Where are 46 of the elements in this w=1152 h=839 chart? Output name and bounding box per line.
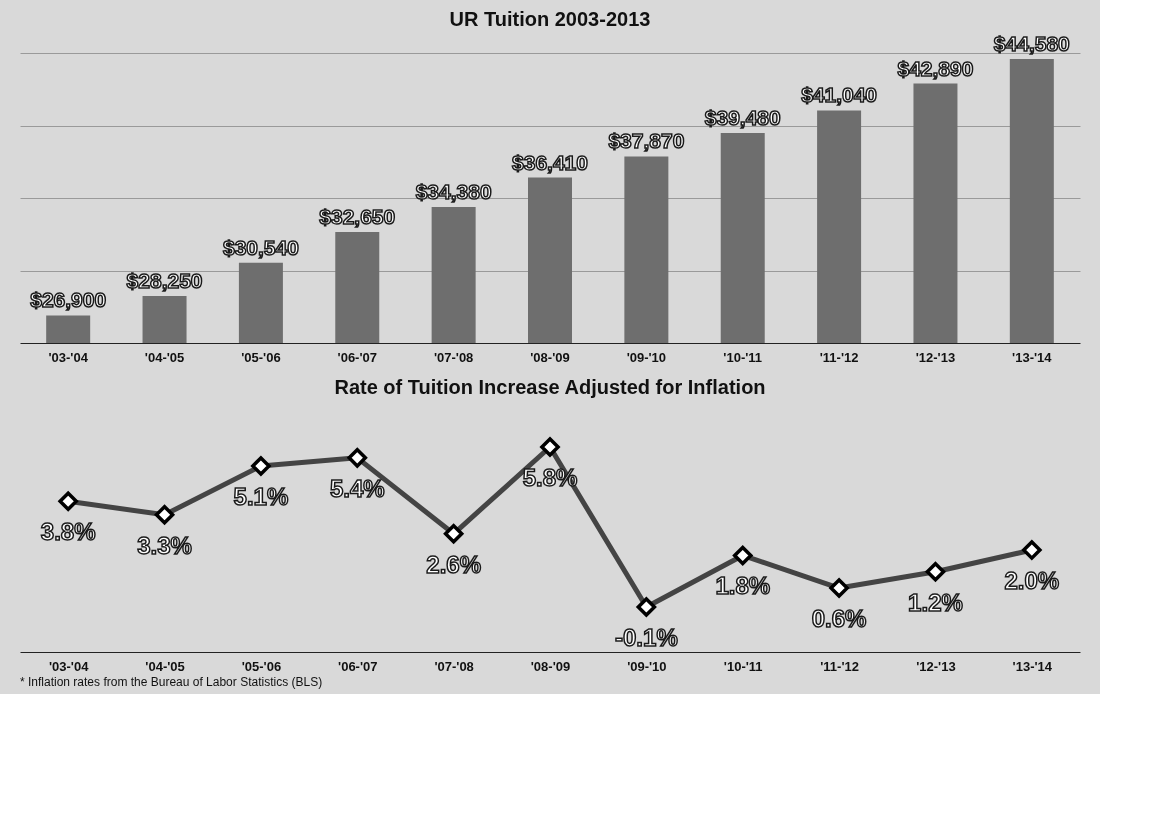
data-label: $26,900 [30, 288, 107, 312]
data-label: $36,410 [512, 150, 588, 174]
text: * Inflation rates from the Bureau of Labor Statistics (BLS) [20, 675, 323, 689]
data-label: 1.2% [908, 588, 963, 616]
x-tick-label: '04-'05 [145, 658, 185, 674]
data-label: 3.3% [137, 531, 192, 559]
x-tick-label: '05-'06 [241, 658, 282, 674]
x-tick-label: '09-'10 [627, 658, 667, 674]
data-label: $42,890 [897, 56, 974, 80]
x-tick-label: '10-'11 [723, 349, 763, 365]
x-tick-label: '08-'09 [530, 658, 571, 674]
data-label: $34,380 [415, 179, 492, 203]
x-tick-label: '13-'14 [1012, 349, 1053, 365]
data-label: -0.1% [615, 624, 678, 651]
data-label: $37,870 [608, 129, 685, 153]
data-label: $32,650 [319, 205, 396, 229]
data-label: $44,580 [993, 32, 1070, 56]
data-label: 3.8% [40, 518, 96, 546]
data-label: 0.6% [811, 605, 867, 633]
chart-title: Rate of Tuition Increase Adjusted for Inflation [334, 376, 766, 398]
x-tick-label: '11-'12 [820, 658, 859, 674]
data-label: 1.8% [715, 572, 771, 600]
x-tick-label: '10-'11 [723, 658, 763, 674]
data-label: $41,040 [801, 83, 878, 107]
chart-title: UR Tuition 2003-2013 [449, 8, 651, 31]
x-tick-label: '11-'12 [819, 349, 859, 365]
x-tick-label: '04-'05 [144, 349, 185, 365]
data-label: $28,250 [126, 268, 203, 292]
x-tick-label: '09-'10 [626, 349, 667, 365]
x-tick-label: '07-'08 [433, 349, 474, 365]
x-tick-label: '08-'09 [530, 349, 570, 365]
x-tick-label: '12-'13 [915, 349, 956, 365]
x-tick-label: '06-'07 [338, 658, 378, 674]
data-label: 5.4% [329, 474, 385, 502]
x-tick-label: '03-'04 [48, 658, 90, 674]
data-label: 5.1% [233, 482, 289, 510]
x-tick-label: '12-'13 [916, 658, 956, 674]
data-label: 2.0% [1004, 567, 1060, 595]
data-label: $30,540 [222, 235, 299, 259]
x-tick-label: '05-'06 [241, 349, 281, 365]
data-label: 2.6% [426, 550, 481, 578]
x-tick-label: '13-'14 [1012, 658, 1053, 674]
x-tick-label: '07-'08 [434, 658, 474, 674]
data-label: $39,480 [704, 106, 781, 130]
x-tick-label: '06-'07 [337, 349, 377, 365]
x-tick-label: '03-'04 [48, 349, 89, 365]
